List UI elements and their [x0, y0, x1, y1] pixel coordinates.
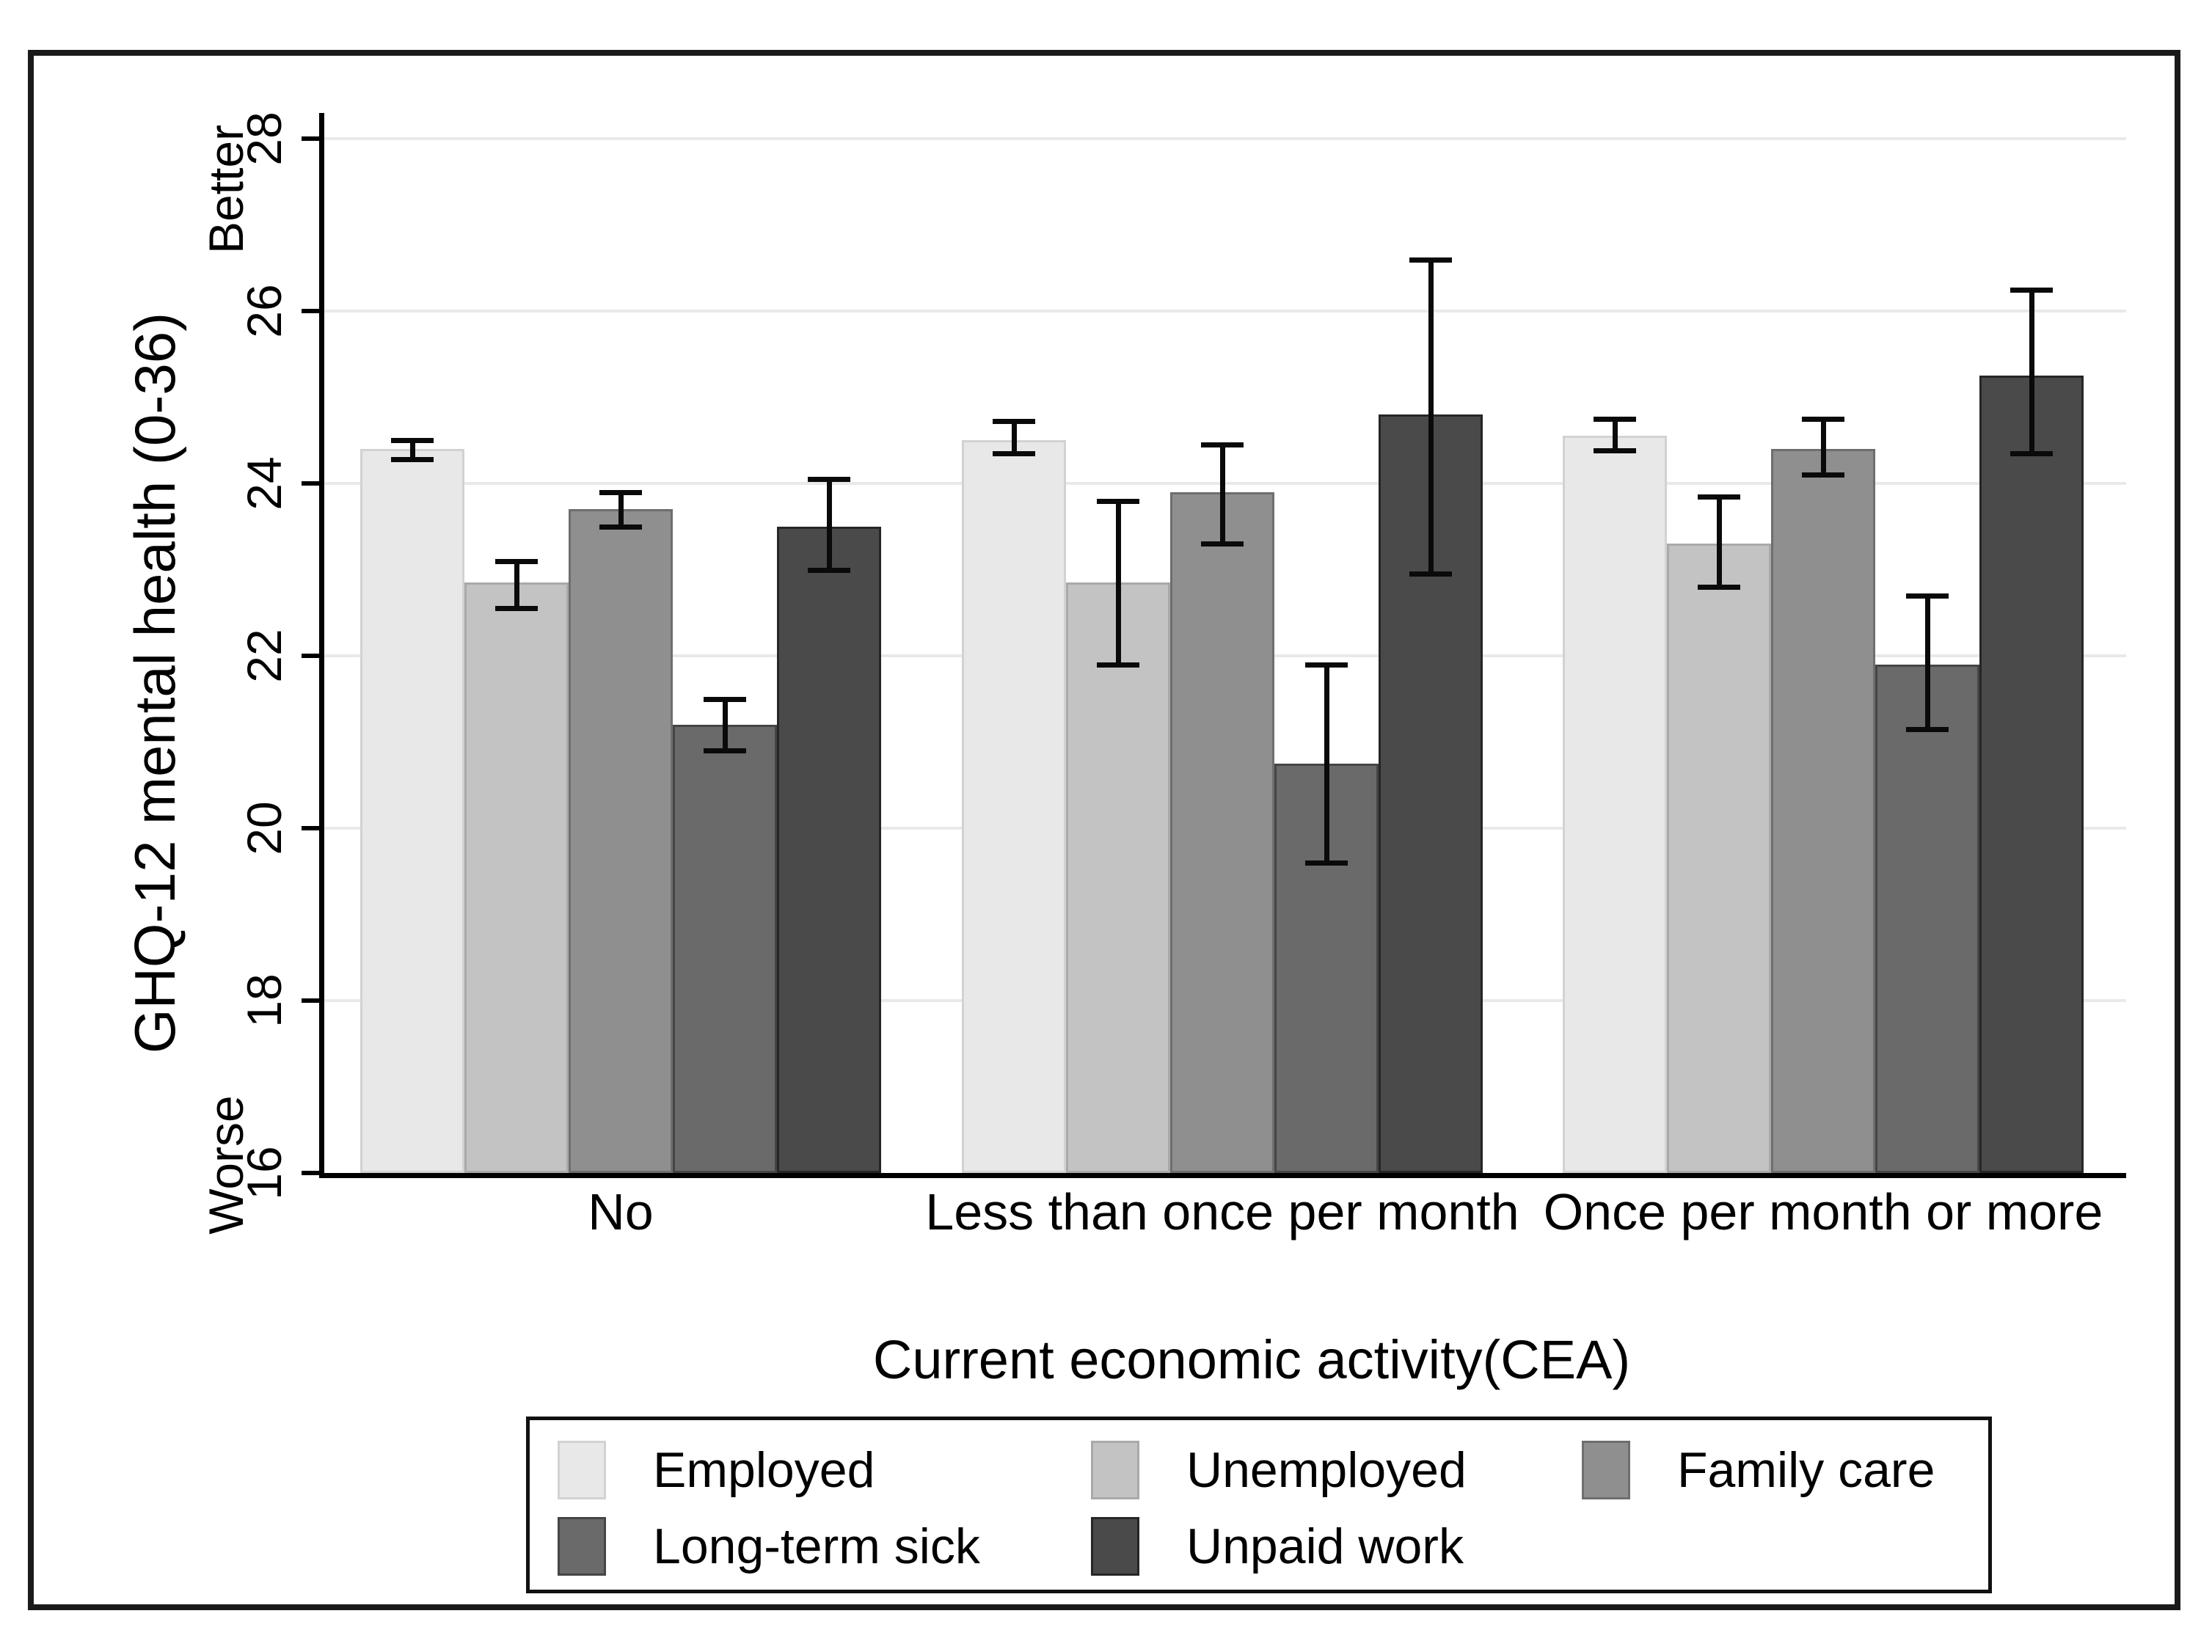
gridline-26 [321, 310, 2126, 313]
error-bar-cap-low-family-care-once-per-month-or-more [1802, 472, 1844, 478]
error-bar-cap-high-unemployed-once-per-month-or-more [1698, 494, 1740, 500]
y-tick-22 [302, 654, 321, 658]
legend-label-unemployed: Unemployed [1186, 1442, 1467, 1498]
error-bar-cap-high-long-term-sick-once-per-month-or-more [1906, 593, 1949, 599]
error-bar-unemployed-no [514, 560, 519, 609]
error-bar-unpaid-work-less-than-once-per-month [1428, 259, 1434, 574]
legend-swatch-employed [558, 1441, 606, 1499]
x-axis-line [319, 1173, 2126, 1178]
error-bar-employed-no [409, 440, 415, 460]
error-bar-long-term-sick-once-per-month-or-more [1924, 595, 1930, 729]
y-axis-title: GHQ-12 mental health (0-36) [123, 312, 187, 1054]
error-bar-cap-high-employed-less-than-once-per-month [993, 419, 1035, 425]
y-axis-annotation-better: Better [199, 124, 253, 255]
error-bar-cap-high-unpaid-work-less-than-once-per-month [1409, 257, 1452, 263]
error-bar-family-care-less-than-once-per-month [1219, 445, 1225, 544]
error-bar-long-term-sick-no [722, 698, 728, 751]
y-tick-label-20: 20 [237, 801, 291, 855]
error-bar-cap-low-unpaid-work-once-per-month-or-more [2010, 450, 2053, 456]
error-bar-unpaid-work-once-per-month-or-more [2029, 289, 2034, 453]
error-bar-unpaid-work-no [826, 479, 832, 570]
error-bar-employed-once-per-month-or-more [1612, 418, 1618, 451]
plot-frame: 16 18 20 22 24 26 28 GHQ-12 mental health (0-3… [28, 50, 2180, 1610]
bar-unpaid-work-no [777, 526, 881, 1173]
bar-family-care-once-per-month-or-more [1771, 449, 1875, 1173]
legend-swatch-unpaid-work [1091, 1517, 1139, 1576]
bar-employed-no [360, 449, 464, 1173]
error-bar-cap-low-unemployed-less-than-once-per-month [1097, 662, 1139, 668]
bar-unemployed-no [464, 582, 569, 1173]
y-axis-line [319, 113, 324, 1176]
y-tick-18 [302, 998, 321, 1003]
y-tick-label-24: 24 [237, 456, 291, 511]
y-tick-26 [302, 309, 321, 313]
category-label-once-per-month-or-more: Once per month or more [1543, 1183, 2103, 1240]
error-bar-family-care-once-per-month-or-more [1820, 418, 1826, 475]
bar-family-care-no [569, 509, 673, 1173]
bar-family-care-less-than-once-per-month [1170, 491, 1274, 1173]
error-bar-cap-low-unemployed-no [495, 606, 538, 612]
error-bar-cap-high-unpaid-work-no [808, 477, 850, 483]
error-bar-cap-high-long-term-sick-no [704, 696, 746, 702]
error-bar-cap-low-employed-less-than-once-per-month [993, 450, 1035, 456]
error-bar-cap-low-long-term-sick-no [704, 748, 746, 754]
error-bar-cap-low-employed-no [391, 457, 434, 463]
error-bar-cap-high-unpaid-work-once-per-month-or-more [2010, 287, 2053, 293]
y-tick-20 [302, 826, 321, 830]
error-bar-family-care-no [618, 491, 624, 527]
category-label-no: No [588, 1183, 654, 1240]
error-bar-cap-high-family-care-once-per-month-or-more [1802, 416, 1844, 422]
error-bar-cap-low-unpaid-work-less-than-once-per-month [1409, 571, 1452, 577]
legend-swatch-long-term-sick [558, 1517, 606, 1576]
error-bar-long-term-sick-less-than-once-per-month [1324, 664, 1329, 863]
error-bar-cap-high-family-care-less-than-once-per-month [1201, 442, 1244, 448]
bar-long-term-sick-once-per-month-or-more [1875, 664, 1979, 1173]
y-tick-24 [302, 481, 321, 486]
legend-label-employed: Employed [653, 1442, 875, 1498]
error-bar-cap-low-employed-once-per-month-or-more [1594, 448, 1636, 454]
legend: Employed Unemployed Family care Long-term s… [526, 1417, 1992, 1593]
bar-employed-once-per-month-or-more [1563, 436, 1667, 1173]
error-bar-unemployed-less-than-once-per-month [1115, 500, 1121, 665]
bar-long-term-sick-no [673, 725, 777, 1173]
y-tick-16 [302, 1171, 321, 1175]
error-bar-cap-high-family-care-no [599, 489, 642, 495]
error-bar-employed-less-than-once-per-month [1011, 421, 1017, 453]
y-tick-label-18: 18 [237, 973, 291, 1028]
x-axis-title: Current economic activity(CEA) [872, 1329, 1631, 1390]
y-tick-28 [302, 136, 321, 141]
legend-swatch-family-care [1582, 1441, 1630, 1499]
bar-unpaid-work-once-per-month-or-more [1979, 376, 2084, 1173]
error-bar-cap-low-unpaid-work-no [808, 567, 850, 573]
category-label-less-than-once-per-month: Less than once per month [925, 1183, 1519, 1240]
y-axis-annotation-worse: Worse [199, 1095, 253, 1235]
bar-unemployed-once-per-month-or-more [1667, 544, 1771, 1173]
error-bar-cap-high-unemployed-less-than-once-per-month [1097, 498, 1139, 504]
y-tick-label-26: 26 [237, 284, 291, 338]
legend-label-long-term-sick: Long-term sick [653, 1518, 980, 1574]
error-bar-cap-low-family-care-less-than-once-per-month [1201, 541, 1244, 547]
bar-employed-less-than-once-per-month [962, 440, 1066, 1173]
legend-label-unpaid-work: Unpaid work [1186, 1518, 1464, 1574]
legend-label-family-care: Family care [1677, 1442, 1935, 1498]
error-bar-cap-high-long-term-sick-less-than-once-per-month [1305, 662, 1348, 668]
error-bar-cap-high-employed-no [391, 438, 434, 444]
y-tick-label-22: 22 [237, 629, 291, 683]
error-bar-cap-low-long-term-sick-less-than-once-per-month [1305, 860, 1348, 866]
gridline-28 [321, 137, 2126, 140]
error-bar-cap-high-employed-once-per-month-or-more [1594, 416, 1636, 422]
error-bar-cap-low-long-term-sick-once-per-month-or-more [1906, 726, 1949, 732]
error-bar-cap-high-unemployed-no [495, 558, 538, 564]
legend-swatch-unemployed [1091, 1441, 1139, 1499]
bar-unemployed-less-than-once-per-month [1066, 582, 1170, 1173]
error-bar-cap-low-unemployed-once-per-month-or-more [1698, 585, 1740, 590]
error-bar-cap-low-family-care-no [599, 524, 642, 530]
error-bar-unemployed-once-per-month-or-more [1716, 496, 1722, 587]
